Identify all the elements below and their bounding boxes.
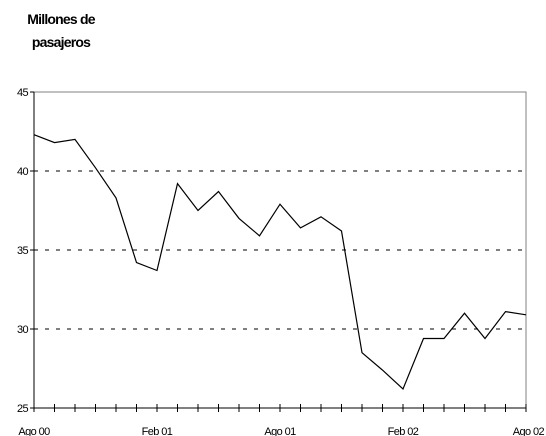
x-tick-label: Ago 02 [513,426,545,436]
y-tick-label: 30 [17,324,29,336]
x-tick-label: Feb 02 [388,426,419,436]
chart-title: Millones de pasajeros [27,11,95,50]
x-tick-label: Ago 01 [264,426,296,436]
series-layer [33,134,527,391]
y-tick-label: 35 [17,245,29,257]
y-tick-label: 45 [17,87,29,99]
grid-lines [34,170,526,330]
y-tick-label: 25 [17,403,29,415]
axes [30,91,527,412]
series-line [33,134,527,391]
y-tick-label: 40 [17,166,29,178]
x-tick-label: Feb 01 [142,426,173,436]
tick-labels: 25 30 35 40 45 Ago 00 Feb 01 Ago 01 Feb 02 Ago 02 [17,87,545,436]
x-tick-label: Ago 00 [18,426,50,436]
